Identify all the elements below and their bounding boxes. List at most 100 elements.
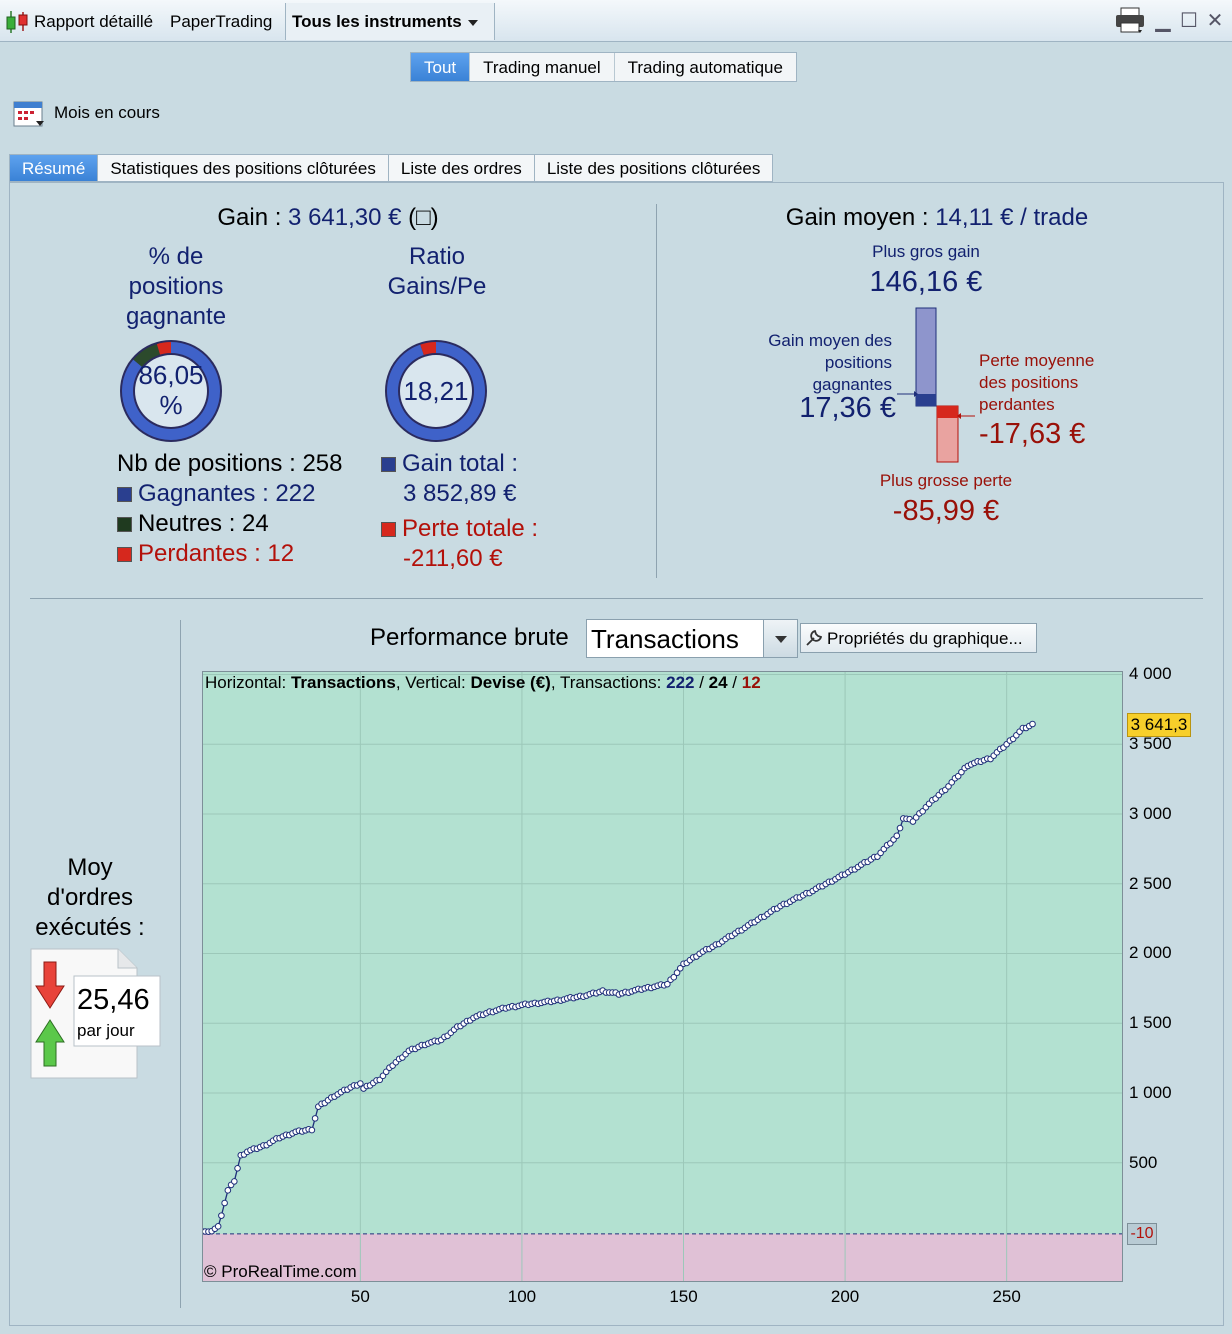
period-selector[interactable]: Mois en cours xyxy=(12,98,160,128)
orders-label-line-3: exécutés : xyxy=(35,914,145,941)
horizontal-divider xyxy=(30,598,1203,599)
perdantes-row: Perdantes : 12 xyxy=(117,539,342,569)
info-v-value: Devise (€) xyxy=(470,673,551,692)
gain-moyen-label: Gain moyen : xyxy=(785,204,936,231)
y-tick-label: 1 000 xyxy=(1129,1082,1172,1102)
gagnantes-row: Gagnantes : 222 xyxy=(117,479,342,509)
chart-frame xyxy=(202,671,1123,1282)
printer-icon[interactable] xyxy=(1114,6,1148,36)
maximize-icon[interactable]: ☐ xyxy=(1180,10,1198,32)
last-value-badge: 3 641,3 xyxy=(1127,712,1191,737)
plus-gros-gain-value: 146,16 € xyxy=(869,266,983,298)
ratio-donut-chart xyxy=(385,340,487,442)
info-t-neutral: 24 xyxy=(708,673,728,692)
chart-properties-button[interactable]: Propriétés du graphique... xyxy=(800,623,1037,653)
minimize-icon[interactable]: ▁ xyxy=(1155,10,1171,32)
gain-header: Gain : 3 641,30 € (□) xyxy=(0,204,656,232)
pct-value-number: 86,05 xyxy=(138,360,204,390)
info-h-value: Transactions xyxy=(290,673,396,692)
perte-moy-line-1: Perte moyenne xyxy=(979,351,1095,370)
chart-title: Performance brute xyxy=(370,624,569,651)
x-tick-label: 250 xyxy=(992,1287,1021,1306)
account-title: PaperTrading xyxy=(170,12,273,31)
orders-unit: par jour xyxy=(77,1021,135,1040)
ratio-value: 18,21 xyxy=(403,376,469,406)
avg-loss-marker xyxy=(937,406,958,418)
report-tabs: Résumé Statistiques des positions clôtur… xyxy=(9,154,774,182)
tab-liste-ordres[interactable]: Liste des ordres xyxy=(388,154,535,182)
info-h-label: Horizontal: xyxy=(205,673,291,692)
orders-label: Moy d'ordres exécutés : xyxy=(20,853,160,943)
gain-total-label: Gain total : xyxy=(402,450,519,477)
orders-label-line-1: Moy xyxy=(67,854,113,881)
data-point xyxy=(1029,720,1036,728)
y-tick-label: 2 000 xyxy=(1129,943,1172,963)
neutral-legend-swatch xyxy=(117,517,132,532)
gain-moyen-positions-label: Gain moyen des positions gagnantes xyxy=(716,330,892,396)
perte-totale-swatch xyxy=(381,522,396,537)
baseline-badge: -10 xyxy=(1127,1222,1157,1245)
mode-selector: Tout Trading manuel Trading automatique xyxy=(410,52,797,82)
instrument-selector[interactable]: Tous les instruments xyxy=(285,3,495,40)
tab-trading-automatique[interactable]: Trading automatique xyxy=(627,58,783,77)
orders-value-box xyxy=(73,975,161,1047)
tab-resume[interactable]: Résumé xyxy=(9,154,99,182)
y-tick-label: 500 xyxy=(1129,1152,1158,1172)
info-sep-1: / xyxy=(694,673,709,692)
nb-positions: Nb de positions : 258 xyxy=(117,450,343,477)
performance-chart xyxy=(202,671,1123,1282)
chart-type-dropdown[interactable]: Transactions xyxy=(586,619,798,658)
winning-donut-chart xyxy=(120,340,222,442)
info-t-win: 222 xyxy=(666,673,695,692)
orders-label-line-2: d'ordres xyxy=(47,884,133,911)
gain-total-block: Gain total : 3 852,89 € xyxy=(381,449,518,509)
loss-legend-swatch xyxy=(117,547,132,562)
pct-winning-label: % de positions gagnante xyxy=(96,242,256,332)
y-tick-label: 1 500 xyxy=(1129,1013,1172,1033)
data-point xyxy=(224,1187,232,1194)
plus-grosse-perte-value: -85,99 € xyxy=(892,495,1000,527)
gain-label: Gain : xyxy=(217,204,289,231)
perte-moy-line-2: des positions xyxy=(979,373,1079,392)
data-point xyxy=(670,973,678,981)
x-tick-label: 50 xyxy=(350,1287,370,1306)
ratio-label: Ratio Gains/Pe xyxy=(370,242,504,302)
gain-moyen-value: 14,11 € / trade xyxy=(935,204,1089,231)
pct-label-line-2: positions xyxy=(128,273,224,300)
calendar-icon[interactable] xyxy=(12,98,46,128)
info-sep-2: / xyxy=(727,673,742,692)
tab-trading-manuel[interactable]: Trading manuel xyxy=(470,53,615,81)
period-label: Mois en cours xyxy=(54,103,160,122)
x-tick-label: 200 xyxy=(830,1287,860,1306)
perdantes-text: Perdantes : 12 xyxy=(138,540,295,567)
gain-moyen-pos-line-2: positions xyxy=(824,353,892,372)
wrench-icon xyxy=(806,629,823,646)
arrow-down-icon xyxy=(35,961,65,1009)
tab-tout[interactable]: Tout xyxy=(411,53,471,81)
gain-moyen-pos-line-1: Gain moyen des xyxy=(768,331,892,350)
pct-winning-value: 86,05 % xyxy=(118,360,224,420)
ratio-label-line-2: Gains/Pe xyxy=(387,273,487,300)
perte-moy-line-3: perdantes xyxy=(979,395,1055,414)
data-point xyxy=(311,1115,319,1122)
tab-liste-positions[interactable]: Liste des positions clôturées xyxy=(534,154,774,182)
data-point xyxy=(308,1126,316,1134)
orders-document-icon xyxy=(30,948,161,1079)
plus-gros-gain-label: Plus gros gain xyxy=(872,242,980,261)
data-point xyxy=(231,1178,238,1185)
data-point xyxy=(893,832,901,840)
info-v-label: , Vertical: xyxy=(395,673,471,692)
candlestick-logo-icon xyxy=(6,11,28,33)
chevron-down-icon[interactable] xyxy=(763,620,797,657)
chart-info-line: Horizontal: Transactions, Vertical: Devi… xyxy=(205,673,761,693)
perte-moyenne-label: Perte moyenne des positions perdantes xyxy=(979,350,1119,416)
close-icon[interactable]: ✕ xyxy=(1206,10,1224,32)
vertical-divider xyxy=(656,204,657,578)
gain-suffix: (□) xyxy=(401,204,439,231)
gain-loss-bar-diagram xyxy=(897,307,975,463)
report-title: Rapport détaillé xyxy=(34,12,154,31)
chart-copyright: © ProRealTime.com xyxy=(204,1262,357,1281)
gagnantes-text: Gagnantes : 222 xyxy=(138,480,316,507)
tab-statistiques[interactable]: Statistiques des positions clôturées xyxy=(98,154,389,182)
perte-totale-value: -211,60 € xyxy=(403,545,503,572)
